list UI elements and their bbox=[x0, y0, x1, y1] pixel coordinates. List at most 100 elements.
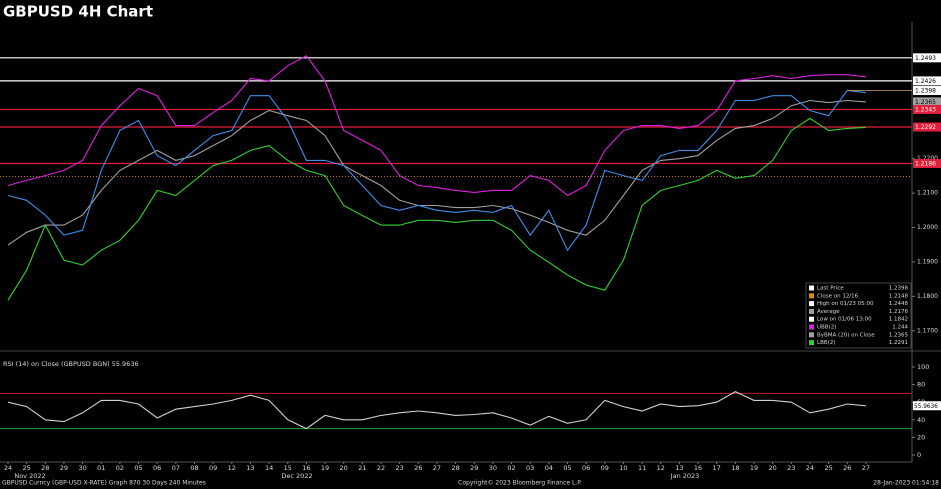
legend-value: 1.244 bbox=[892, 325, 908, 331]
x-tick-label: 25 bbox=[824, 464, 832, 472]
legend-label: UBB(2) bbox=[817, 325, 836, 331]
x-tick-label: 26 bbox=[843, 464, 851, 472]
rsi-tag bbox=[913, 401, 941, 411]
x-tick-label: 19 bbox=[321, 464, 329, 472]
price-tag-label: 1.2493 bbox=[915, 55, 936, 62]
y-tick-label: 1.2000 bbox=[917, 224, 938, 231]
legend-box bbox=[805, 282, 912, 349]
price-tag-label: 1.2365 bbox=[915, 99, 936, 106]
y-tick-label: 1.1800 bbox=[917, 293, 938, 300]
series-line bbox=[7, 99, 866, 246]
price-tag bbox=[913, 104, 941, 114]
footer-left: GBPUSD Curncy (GBP-USD X-RATE) Graph 870… bbox=[2, 480, 206, 487]
x-tick-label: 22 bbox=[377, 464, 385, 472]
x-tick-label: 29 bbox=[470, 464, 478, 472]
x-tick-label: 16 bbox=[694, 464, 702, 472]
x-tick-label: 24 bbox=[806, 464, 814, 472]
y-tick-label: 20 bbox=[917, 433, 925, 441]
x-tick-label: 09 bbox=[209, 464, 217, 472]
legend-label: Close on 12/16 bbox=[817, 293, 859, 299]
x-tick-label: 19 bbox=[750, 464, 758, 472]
legend-label: Average bbox=[817, 309, 840, 315]
legend-value: 1.2176 bbox=[889, 309, 909, 315]
x-tick-label: 18 bbox=[731, 464, 739, 472]
x-tick-label: 28 bbox=[41, 464, 49, 472]
x-tick-label: 05 bbox=[563, 464, 571, 472]
month-label: Dec 2022 bbox=[281, 472, 312, 480]
x-tick-label: 27 bbox=[862, 464, 870, 472]
x-tick-label: 23 bbox=[396, 464, 404, 472]
x-tick-label: 24 bbox=[4, 464, 12, 472]
y-tick-label: 80 bbox=[917, 381, 925, 389]
price-tag-label: 1.2426 bbox=[915, 78, 936, 85]
price-tag bbox=[913, 53, 941, 63]
legend-swatch bbox=[809, 293, 814, 299]
legend-swatch bbox=[809, 340, 814, 346]
x-tick-label: 12 bbox=[228, 464, 236, 472]
x-tick-label: 06 bbox=[582, 464, 590, 472]
x-tick-label: 02 bbox=[116, 464, 124, 472]
legend-swatch bbox=[809, 316, 814, 322]
y-tick-label: 1.1900 bbox=[917, 258, 938, 265]
legend-swatch bbox=[809, 324, 814, 330]
x-tick-label: 01 bbox=[97, 464, 105, 472]
chart-title: GBPUSD 4H Chart bbox=[3, 3, 153, 21]
legend-swatch bbox=[809, 301, 814, 307]
x-tick-label: 16 bbox=[302, 464, 310, 472]
x-tick-label: 09 bbox=[601, 464, 609, 472]
x-tick-label: 29 bbox=[60, 464, 68, 472]
price-tag-label: 1.2186 bbox=[915, 161, 936, 168]
y-tick-label: 1.2100 bbox=[917, 190, 938, 197]
x-tick-label: 27 bbox=[433, 464, 441, 472]
price-tag bbox=[913, 159, 941, 169]
footer-right: 28-Jan-2023 01:54:18 bbox=[873, 480, 939, 487]
x-tick-label: 04 bbox=[545, 464, 553, 472]
price-tag bbox=[913, 97, 941, 107]
legend-value: 1.2148 bbox=[889, 293, 909, 299]
x-tick-label: 25 bbox=[23, 464, 31, 472]
legend-label: Last Price bbox=[817, 286, 844, 292]
x-tick-label: 30 bbox=[489, 464, 497, 472]
footer-center: Copyright© 2023 Bloomberg Finance L.P. bbox=[458, 480, 582, 487]
x-tick-label: 26 bbox=[414, 464, 422, 472]
x-tick-label: 20 bbox=[340, 464, 348, 472]
x-tick-label: 05 bbox=[134, 464, 142, 472]
legend-swatch bbox=[809, 308, 814, 314]
legend-label: High on 01/23 05:00 bbox=[817, 301, 874, 307]
price-tag-label: 1.2343 bbox=[915, 106, 936, 113]
legend-value: 1.2291 bbox=[889, 340, 908, 346]
x-tick-label: 06 bbox=[153, 464, 161, 472]
x-tick-label: 13 bbox=[675, 464, 683, 472]
x-tick-label: 21 bbox=[358, 464, 366, 472]
x-tick-label: 02 bbox=[507, 464, 515, 472]
legend-swatch bbox=[809, 332, 814, 338]
y-tick-label: 100 bbox=[917, 363, 929, 371]
price-tag-label: 1.2292 bbox=[915, 124, 936, 131]
price-tag-label: 1.2398 bbox=[915, 88, 936, 95]
x-tick-label: 10 bbox=[619, 464, 627, 472]
series-line bbox=[7, 117, 866, 301]
x-tick-label: 12 bbox=[657, 464, 665, 472]
legend-label: LBB(2) bbox=[817, 340, 835, 346]
legend-label: Low on 01/06 13:00 bbox=[817, 317, 872, 323]
x-tick-label: 17 bbox=[713, 464, 721, 472]
x-tick-label: 28 bbox=[451, 464, 459, 472]
series-line bbox=[7, 55, 866, 197]
y-tick-label: 1.2200 bbox=[917, 155, 938, 162]
legend-value: 1.2365 bbox=[889, 332, 909, 338]
x-tick-label: 11 bbox=[638, 464, 646, 472]
series-line bbox=[7, 390, 866, 430]
month-label: Jan 2023 bbox=[670, 472, 700, 480]
x-tick-label: 08 bbox=[190, 464, 198, 472]
price-tag bbox=[913, 76, 941, 86]
x-tick-label: 20 bbox=[769, 464, 777, 472]
x-tick-label: 30 bbox=[78, 464, 86, 472]
x-tick-label: 03 bbox=[526, 464, 534, 472]
x-tick-label: 23 bbox=[787, 464, 795, 472]
rsi-title: RSI (14) on Close (GBPUSD BGN) 55.9636 bbox=[3, 360, 139, 368]
legend-value: 1.2448 bbox=[889, 301, 909, 307]
x-tick-label: 15 bbox=[284, 464, 292, 472]
